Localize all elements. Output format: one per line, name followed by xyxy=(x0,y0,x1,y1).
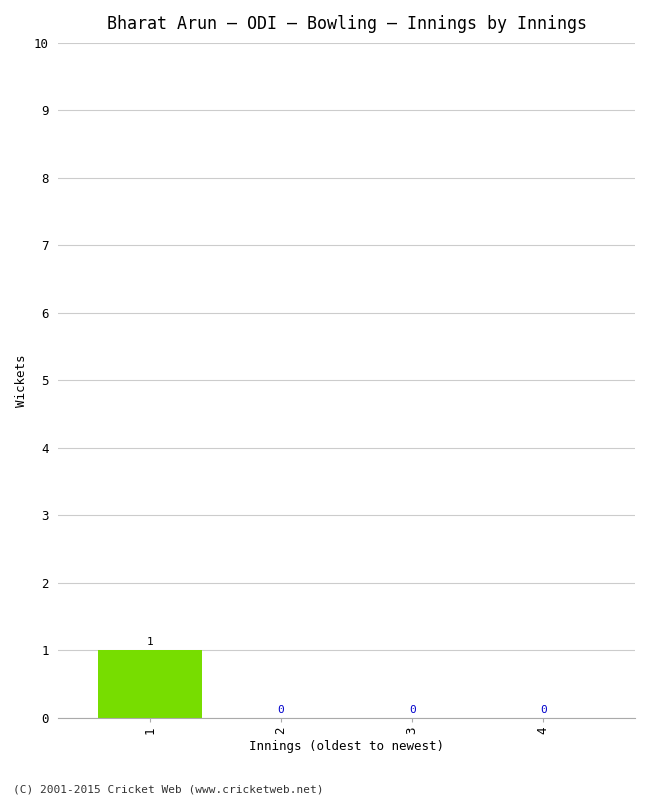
Text: (C) 2001-2015 Cricket Web (www.cricketweb.net): (C) 2001-2015 Cricket Web (www.cricketwe… xyxy=(13,784,324,794)
X-axis label: Innings (oldest to newest): Innings (oldest to newest) xyxy=(249,740,444,753)
Y-axis label: Wickets: Wickets xyxy=(15,354,28,406)
Text: 0: 0 xyxy=(540,705,547,714)
Title: Bharat Arun – ODI – Bowling – Innings by Innings: Bharat Arun – ODI – Bowling – Innings by… xyxy=(107,15,587,33)
Text: 0: 0 xyxy=(278,705,285,714)
Text: 1: 1 xyxy=(147,637,153,647)
Bar xyxy=(98,650,202,718)
Text: 0: 0 xyxy=(409,705,415,714)
